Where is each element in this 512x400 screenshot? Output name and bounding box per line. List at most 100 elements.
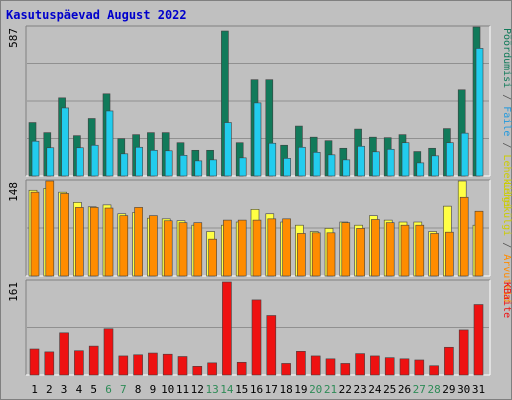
series-legend-label: Lehekülgi / Arvuteid xyxy=(501,182,512,302)
bar-kbaite-day-11 xyxy=(177,356,188,376)
bar-arvuteid-day-10 xyxy=(163,220,173,277)
day-label-14: 14 xyxy=(220,383,234,396)
panel-bot: 161 KBaite xyxy=(7,279,512,376)
bar-kbaite-day-27 xyxy=(414,359,425,376)
bar-faile-day-7 xyxy=(120,153,129,177)
bar-arvuteid-day-2 xyxy=(45,180,55,277)
bar-kbaite-day-20 xyxy=(310,355,321,376)
bar-faile-day-27 xyxy=(416,162,425,177)
bar-kbaite-day-18 xyxy=(281,363,291,376)
bar-kbaite-day-25 xyxy=(384,357,395,376)
bar-faile-day-12 xyxy=(194,160,203,177)
legend-part: / xyxy=(501,136,512,154)
bar-faile-day-20 xyxy=(312,151,321,177)
bar-arvuteid-day-11 xyxy=(178,222,188,277)
day-label-23: 23 xyxy=(353,383,366,396)
bar-faile-day-26 xyxy=(401,142,410,177)
bar-arvuteid-day-3 xyxy=(60,193,69,277)
day-label-30: 30 xyxy=(457,383,470,396)
bar-arvuteid-day-6 xyxy=(104,207,114,277)
legend-part: Arvuteid xyxy=(501,254,512,302)
day-label-6: 6 xyxy=(105,383,112,396)
bar-arvuteid-day-28 xyxy=(430,233,439,277)
bar-arvuteid-day-26 xyxy=(400,224,410,277)
bar-kbaite-day-8 xyxy=(133,354,143,376)
y-max-label: 161 xyxy=(7,282,20,302)
day-label-11: 11 xyxy=(176,383,189,396)
bar-faile-day-6 xyxy=(105,110,114,177)
bar-arvuteid-day-7 xyxy=(119,215,129,277)
bar-kbaite-day-12 xyxy=(192,366,203,376)
bar-kbaite-day-19 xyxy=(296,351,306,376)
bar-arvuteid-day-15 xyxy=(237,219,247,277)
bar-faile-day-14 xyxy=(224,122,232,177)
bar-arvuteid-day-23 xyxy=(356,228,365,277)
day-label-3: 3 xyxy=(61,383,68,396)
bar-kbaite-day-28 xyxy=(429,365,439,376)
bar-arvuteid-day-22 xyxy=(341,222,351,277)
day-label-1: 1 xyxy=(31,383,38,396)
bar-faile-day-23 xyxy=(357,145,365,177)
bar-kbaite-day-16 xyxy=(251,299,262,376)
bar-faile-day-31 xyxy=(475,48,484,177)
bar-faile-day-3 xyxy=(61,107,69,177)
day-label-22: 22 xyxy=(339,383,352,396)
bar-faile-day-19 xyxy=(298,146,306,177)
bar-arvuteid-day-9 xyxy=(149,215,158,277)
chart-title: Kasutuspäevad August 2022 xyxy=(6,8,187,22)
bar-faile-day-2 xyxy=(46,147,55,177)
bar-kbaite-day-13 xyxy=(207,362,217,376)
day-label-8: 8 xyxy=(135,383,142,396)
bar-arvuteid-day-30 xyxy=(459,196,469,277)
bar-arvuteid-day-24 xyxy=(371,219,380,277)
panel-top: 587 Pöördumisi / Faile / Lehekülgi xyxy=(7,25,512,209)
bar-faile-day-11 xyxy=(179,155,188,177)
day-label-10: 10 xyxy=(161,383,174,396)
bar-arvuteid-day-5 xyxy=(89,207,99,277)
bar-faile-day-1 xyxy=(31,140,40,177)
day-label-13: 13 xyxy=(205,383,218,396)
day-label-19: 19 xyxy=(294,383,307,396)
bar-arvuteid-day-19 xyxy=(297,233,306,277)
bar-kbaite-day-5 xyxy=(88,345,99,376)
bar-faile-day-9 xyxy=(150,149,158,177)
day-label-27: 27 xyxy=(413,383,426,396)
legend-part: Faile xyxy=(501,106,512,136)
bar-kbaite-day-17 xyxy=(266,315,277,376)
day-label-25: 25 xyxy=(383,383,396,396)
bar-faile-day-16 xyxy=(253,102,262,177)
panels: 587 Pöördumisi / Faile / Lehekülgi 148 Lehe… xyxy=(7,25,512,376)
bar-kbaite-day-30 xyxy=(458,329,469,376)
bar-arvuteid-day-4 xyxy=(75,207,84,277)
bar-arvuteid-day-18 xyxy=(282,218,291,277)
bar-kbaite-day-29 xyxy=(444,346,454,376)
bar-arvuteid-day-25 xyxy=(385,222,395,277)
legend-part: Lehekülgi xyxy=(501,154,512,208)
bar-arvuteid-day-1 xyxy=(30,191,40,277)
day-label-15: 15 xyxy=(235,383,248,396)
bar-kbaite-day-10 xyxy=(162,353,173,376)
bar-faile-day-25 xyxy=(386,148,395,177)
day-label-28: 28 xyxy=(427,383,440,396)
series-legend-label: KBaite xyxy=(501,282,512,318)
bar-kbaite-day-15 xyxy=(236,361,247,376)
day-label-31: 31 xyxy=(472,383,485,396)
bar-kbaite-day-1 xyxy=(29,348,40,376)
bar-faile-day-22 xyxy=(342,159,351,177)
bar-arvuteid-day-27 xyxy=(415,224,425,277)
bar-kbaite-day-23 xyxy=(355,353,365,376)
legend-part: Pöördumisi xyxy=(501,28,512,88)
bar-kbaite-day-21 xyxy=(325,358,336,376)
legend-part: KBaite xyxy=(501,282,512,318)
bar-faile-day-17 xyxy=(268,142,277,177)
bar-faile-day-5 xyxy=(90,144,99,177)
bar-arvuteid-day-12 xyxy=(193,222,203,277)
bar-kbaite-day-7 xyxy=(118,355,129,376)
day-label-18: 18 xyxy=(279,383,292,396)
bar-faile-day-24 xyxy=(372,151,380,177)
bar-faile-day-29 xyxy=(446,142,454,177)
bar-faile-day-13 xyxy=(209,159,217,177)
bar-kbaite-day-24 xyxy=(370,355,380,376)
day-label-20: 20 xyxy=(309,383,322,396)
